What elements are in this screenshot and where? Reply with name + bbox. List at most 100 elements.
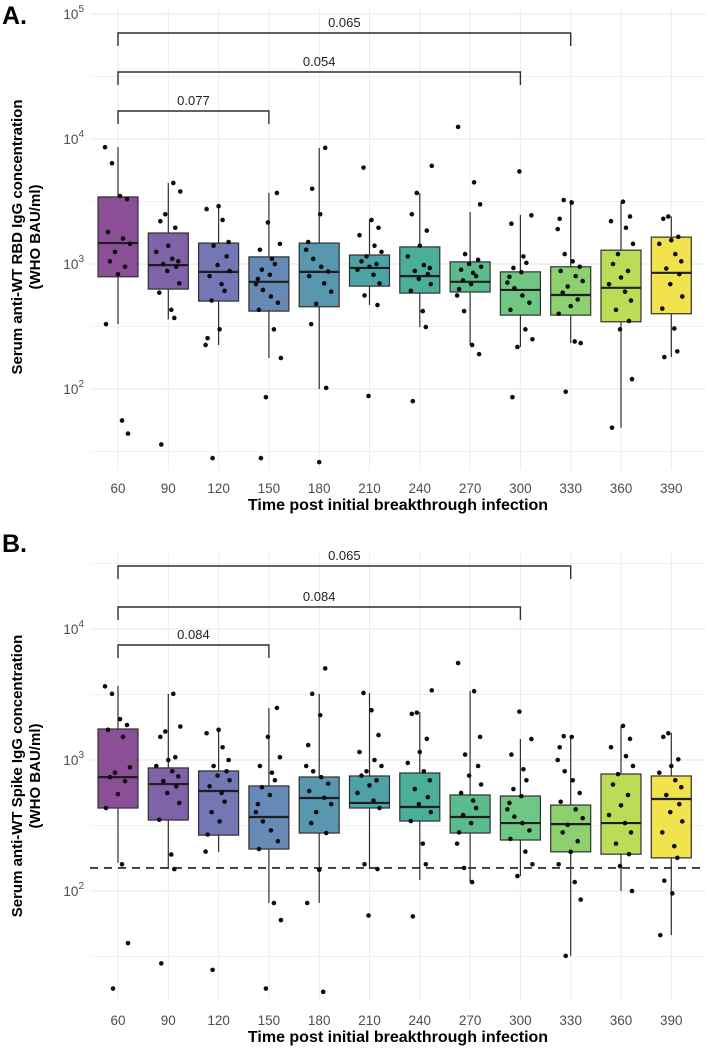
x-tick-label: 90 xyxy=(161,1013,176,1028)
x-tick-label: 390 xyxy=(660,481,683,496)
boxplot-group-90 xyxy=(147,691,189,966)
significance-bracket: 0.065 xyxy=(117,548,572,579)
jitter-points-150 xyxy=(253,705,284,991)
jitter-points-300 xyxy=(505,169,535,400)
jitter-points-180 xyxy=(303,145,334,465)
boxplot-group-90 xyxy=(147,180,189,447)
x-tick-label: 390 xyxy=(660,1013,683,1028)
boxplot-group-330 xyxy=(550,733,592,959)
x-tick-label: 60 xyxy=(110,1013,125,1028)
panel-a-y-axis-title-line2: (WHO BAU/ml) xyxy=(27,184,44,290)
box-300 xyxy=(499,271,541,316)
jitter-points-360 xyxy=(606,199,636,431)
x-tick-label: 330 xyxy=(559,1013,582,1028)
x-tick-label: 240 xyxy=(409,481,432,496)
boxplot-group-180 xyxy=(298,666,340,995)
jitter-points-180 xyxy=(303,666,334,995)
x-tick-label: 150 xyxy=(258,481,281,496)
boxplot-group-390 xyxy=(650,214,692,360)
x-tick-label: 180 xyxy=(308,1013,331,1028)
jitter-points-90 xyxy=(154,691,183,966)
x-tick-label: 180 xyxy=(308,481,331,496)
y-tick-label: 103 xyxy=(63,750,84,768)
boxplot-group-210 xyxy=(348,690,391,918)
p-value-label: 0.077 xyxy=(177,93,210,108)
p-value-label: 0.084 xyxy=(177,627,210,642)
jitter-points-240 xyxy=(405,163,435,404)
boxplot-group-330 xyxy=(550,197,592,395)
y-tick-label: 103 xyxy=(63,254,84,272)
x-tick-label: 120 xyxy=(207,481,230,496)
x-tick-label: 360 xyxy=(610,481,633,496)
jitter-points-210 xyxy=(355,690,384,918)
box-300 xyxy=(499,795,541,841)
jitter-points-390 xyxy=(657,730,685,938)
panel-a: 0.065 0.054 0.077 60 90 120 150 180 210 240 270 300… xyxy=(63,4,706,496)
jitter-points-330 xyxy=(555,733,585,959)
jitter-points-300 xyxy=(505,709,535,879)
panel-b-letter: B. xyxy=(2,530,27,558)
jitter-points-360 xyxy=(606,723,636,894)
significance-bracket: 0.054 xyxy=(117,54,522,85)
significance-bracket: 0.065 xyxy=(117,15,572,46)
y-tick-label: 105 xyxy=(63,4,84,22)
y-tick-label: 102 xyxy=(63,379,84,397)
boxplot-group-210 xyxy=(348,165,391,399)
boxplot-group-180 xyxy=(298,145,340,465)
jitter-points-60 xyxy=(102,144,133,436)
jitter-points-210 xyxy=(355,165,384,399)
jitter-points-270 xyxy=(454,124,484,357)
box-180 xyxy=(298,242,340,308)
x-tick-label: 360 xyxy=(610,1013,633,1028)
jitter-points-150 xyxy=(253,190,284,461)
significance-bracket: 0.084 xyxy=(117,589,522,620)
y-tick-label: 104 xyxy=(63,619,84,637)
boxplot-group-390 xyxy=(650,730,692,938)
x-tick-label: 210 xyxy=(358,1013,381,1028)
boxplot-group-270 xyxy=(449,660,491,885)
p-value-label: 0.084 xyxy=(303,589,336,604)
panel-a-x-axis-title: Time post initial breakthrough infection xyxy=(247,497,549,514)
jitter-points-240 xyxy=(405,688,435,919)
y-tick-label: 104 xyxy=(63,129,84,147)
box-240 xyxy=(399,246,441,294)
boxplot-group-300 xyxy=(499,709,541,879)
p-value-label: 0.054 xyxy=(303,54,336,69)
boxplot-group-270 xyxy=(449,124,491,357)
x-tick-label: 300 xyxy=(509,1013,532,1028)
jitter-points-90 xyxy=(154,180,183,447)
box-360 xyxy=(600,249,642,323)
x-tick-label: 60 xyxy=(110,481,125,496)
p-value-label: 0.065 xyxy=(328,548,361,563)
panel-a-y-axis-title-line1: Serum anti-WT RBD IgG concentration xyxy=(9,99,26,375)
box-120 xyxy=(198,770,240,836)
boxplot-group-120 xyxy=(198,203,240,461)
significance-bracket: 0.084 xyxy=(117,627,270,658)
jitter-points-270 xyxy=(454,660,484,885)
box-270 xyxy=(449,261,491,293)
panel-a-letter: A. xyxy=(2,2,27,30)
box-330 xyxy=(550,804,592,853)
panel-b-y-axis-title-line2: (WHO BAU/ml) xyxy=(27,723,44,829)
boxplot-group-240 xyxy=(399,163,441,404)
x-tick-label: 270 xyxy=(459,481,482,496)
boxplot-group-150 xyxy=(248,705,290,991)
boxplot-group-240 xyxy=(399,688,441,919)
boxplot-group-60 xyxy=(97,684,139,991)
box-270 xyxy=(449,794,491,834)
jitter-points-390 xyxy=(657,214,685,360)
y-tick-label: 102 xyxy=(63,881,84,899)
x-tick-label: 330 xyxy=(559,481,582,496)
boxplot-group-360 xyxy=(600,199,642,431)
panel-b-x-axis-title: Time post initial breakthrough infection xyxy=(247,1029,549,1046)
box-390 xyxy=(650,236,692,315)
box-330 xyxy=(550,266,592,316)
boxplot-group-120 xyxy=(198,727,240,973)
jitter-points-60 xyxy=(102,684,133,991)
jitter-points-330 xyxy=(555,197,585,395)
boxplot-group-150 xyxy=(248,190,290,461)
p-value-label: 0.065 xyxy=(328,15,361,30)
boxplot-group-300 xyxy=(499,169,541,400)
